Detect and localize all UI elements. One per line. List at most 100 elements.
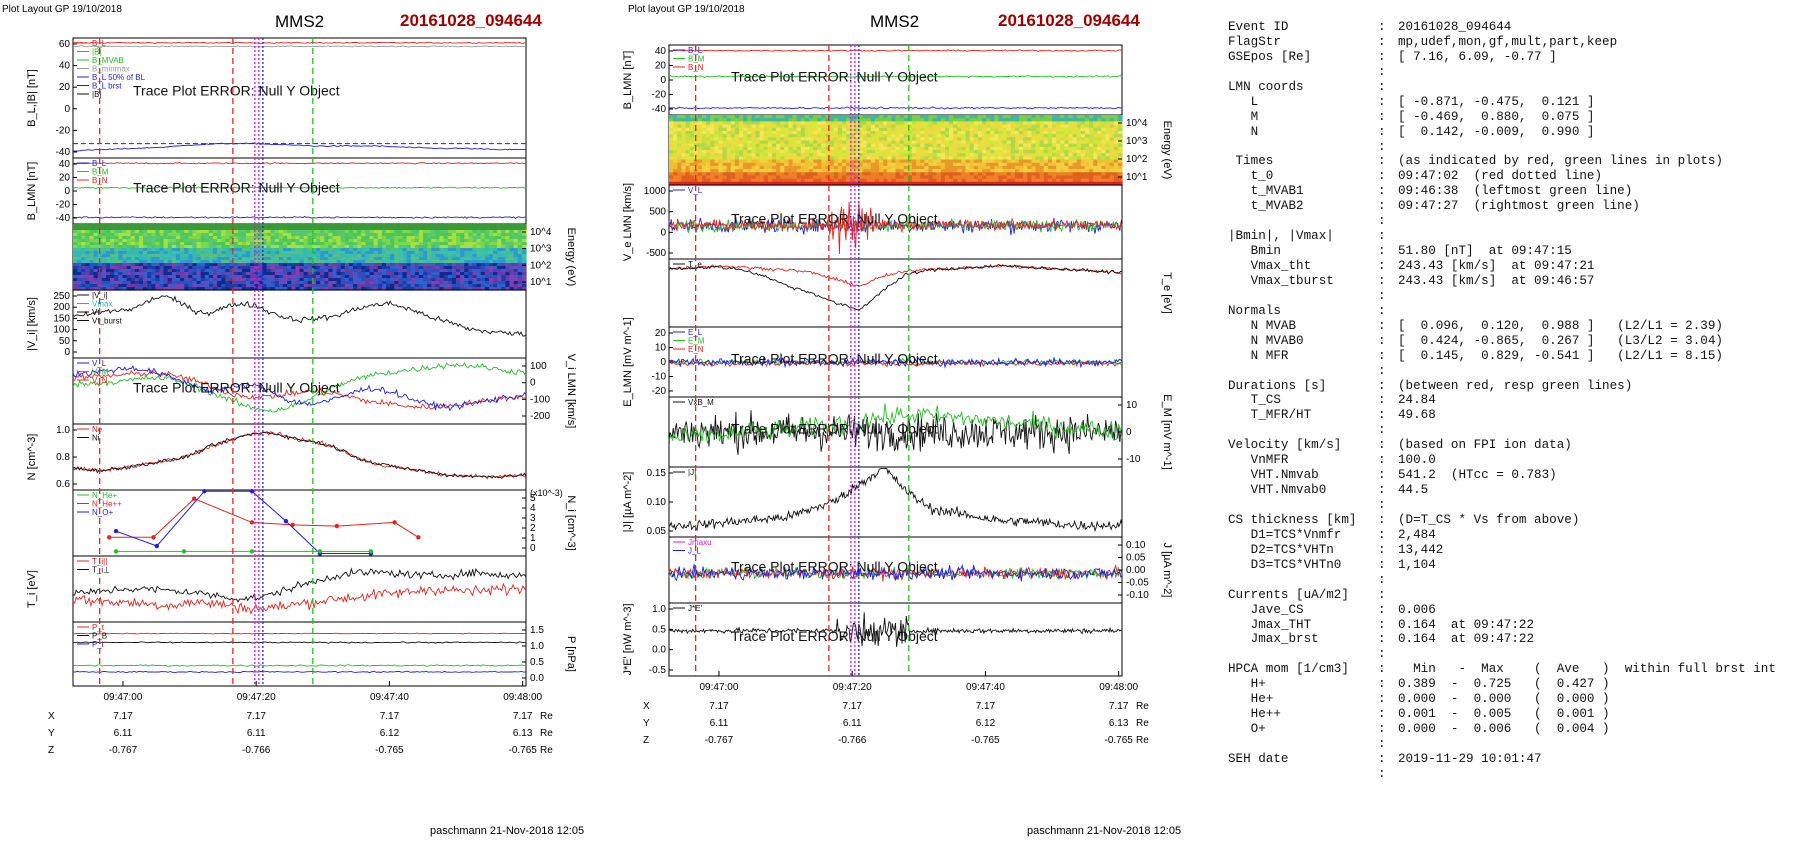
spectrogram-cell	[697, 124, 703, 129]
spectrogram-cell	[299, 233, 305, 237]
spectrogram-cell	[796, 159, 802, 164]
spectrogram-cell	[122, 224, 128, 228]
spectrogram-cell	[427, 224, 432, 228]
spectrogram-cell	[188, 275, 194, 279]
spectrogram-cell	[336, 248, 342, 252]
spectrogram-cell	[81, 239, 86, 243]
spectrogram-cell	[1064, 137, 1070, 142]
spectrogram-cell	[730, 140, 736, 145]
spectrogram-cell	[233, 254, 239, 258]
legend-label: V_M	[92, 368, 109, 377]
spectrogram-cell	[813, 124, 818, 129]
spectrogram-cell	[229, 287, 235, 291]
spectrogram-cell	[990, 137, 995, 142]
spectrogram-cell	[1064, 130, 1070, 135]
y-tick-label: 250	[53, 291, 70, 302]
spectrogram-cell	[348, 248, 354, 252]
spectrogram-cell	[1039, 143, 1045, 148]
spectrogram-cell	[961, 175, 967, 180]
spectrogram-cell	[1060, 169, 1065, 173]
spectrogram-cell	[714, 124, 720, 129]
spectrogram-cell	[443, 248, 449, 252]
spectrogram-cell	[1109, 165, 1115, 170]
spectrogram-cell	[1101, 134, 1107, 138]
spectrogram-cell	[973, 137, 979, 142]
spectrogram-cell	[394, 236, 399, 240]
spectrogram-cell	[1072, 143, 1078, 148]
spectrogram-cell	[780, 146, 785, 151]
spectrogram-cell	[385, 224, 391, 228]
spectrogram-cell	[776, 172, 781, 177]
spectrogram-cell	[792, 118, 798, 122]
spectrogram-cell	[1023, 140, 1028, 145]
spectrogram-cell	[936, 150, 942, 154]
spectrogram-cell	[143, 272, 148, 276]
spectrogram-cell	[1002, 178, 1008, 183]
spectrogram-cell	[809, 137, 814, 142]
spectrogram-cell	[932, 140, 938, 145]
spectrogram-cell	[969, 118, 975, 122]
spectrogram-cell	[1056, 156, 1061, 161]
spectrogram-cell	[710, 130, 715, 135]
spectrogram-cell	[685, 134, 691, 138]
spectrogram-cell	[357, 284, 362, 288]
spectrogram-cell	[196, 227, 202, 231]
spectrogram-cell	[484, 266, 490, 270]
spectrogram-cell	[237, 224, 243, 228]
spectrogram-cell	[390, 269, 395, 273]
spectrogram-cell	[866, 172, 872, 177]
spectrogram-cell	[435, 284, 441, 288]
spectrogram-cell	[472, 227, 478, 231]
spectrogram-cell	[837, 130, 843, 135]
spectrogram-cell	[233, 269, 239, 273]
spectrogram-cell	[932, 169, 938, 173]
spectrogram-cell	[800, 137, 806, 142]
spectrogram-cell	[866, 127, 872, 132]
spectrogram-cell	[385, 233, 391, 237]
spectrogram-cell	[866, 143, 872, 148]
spectrogram-cell	[283, 287, 288, 291]
spectrogram-cell	[361, 287, 366, 291]
spectrogram-cell	[998, 140, 1004, 145]
spectrogram-cell	[755, 169, 761, 173]
spectrogram-cell	[837, 178, 843, 183]
spectrogram-cell	[780, 121, 785, 126]
spectrogram-cell	[307, 287, 313, 291]
spectrogram-cell	[439, 275, 445, 279]
spectrogram-cell	[460, 227, 465, 231]
spectrogram-cell	[710, 169, 715, 173]
spectrogram-cell	[493, 281, 498, 285]
spectrogram-cell	[961, 130, 967, 135]
spectrogram-cell	[858, 178, 864, 183]
spectrogram-cell	[1014, 150, 1020, 154]
spectrogram-cell	[245, 287, 251, 291]
spectrogram-cell	[180, 230, 185, 234]
spectrogram-cell	[1097, 115, 1103, 119]
series-n-hepp	[109, 498, 419, 538]
y-tick-label: 200	[53, 302, 70, 313]
spectrogram-cell	[451, 278, 457, 282]
spectrogram-cell	[858, 124, 864, 129]
spectrogram-cell	[101, 260, 107, 264]
spectrogram-cell	[751, 146, 757, 151]
spectrogram-cell	[484, 230, 490, 234]
spectrogram-cell	[734, 134, 740, 138]
spectrogram-cell	[410, 257, 416, 261]
spectrogram-cell	[501, 242, 507, 246]
spectrogram-cell	[685, 127, 691, 132]
spectrogram-cell	[977, 150, 983, 154]
spectrogram-cell	[903, 162, 909, 167]
spectrogram-cell	[706, 175, 711, 180]
spectrogram-cell	[833, 153, 839, 157]
spectrogram-cell	[369, 281, 375, 285]
spectrogram-cell	[414, 224, 420, 228]
spectrogram-cell	[730, 130, 736, 135]
spectrogram-cell	[130, 281, 136, 285]
spectrogram-cell	[739, 143, 744, 148]
spectrogram-cell	[398, 230, 404, 234]
spectrogram-cell	[258, 239, 264, 243]
spectrogram-cell	[928, 162, 934, 167]
spectrogram-cell	[846, 156, 851, 161]
spectrogram-cell	[447, 242, 453, 246]
spectrogram-cell	[673, 118, 678, 122]
